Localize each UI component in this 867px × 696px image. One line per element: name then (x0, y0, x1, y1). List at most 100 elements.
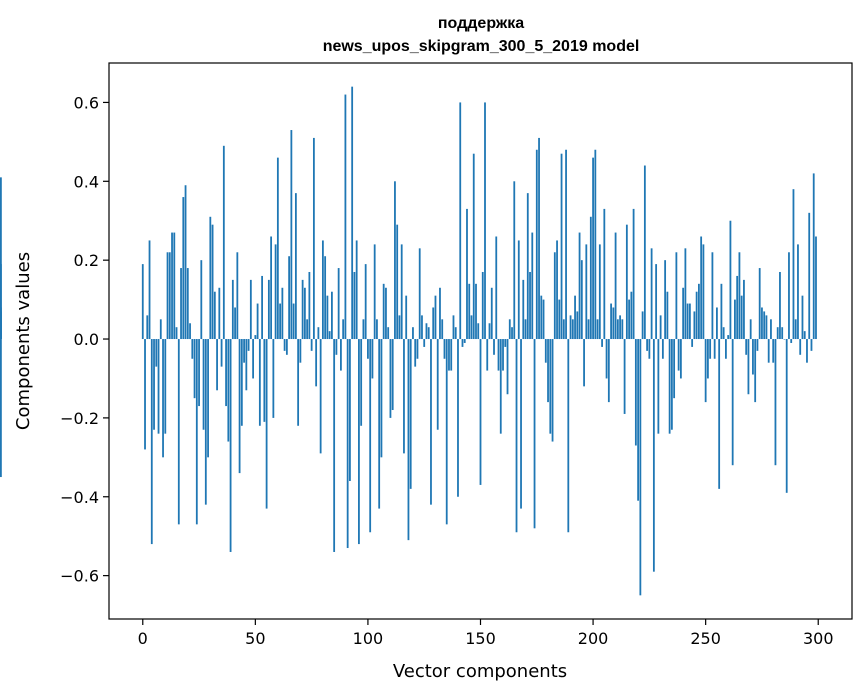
bar-249 (702, 244, 705, 340)
bar-178 (542, 299, 545, 340)
bar-43 (238, 339, 241, 474)
bar-218 (632, 208, 635, 340)
bar-179 (544, 339, 547, 363)
y-tick-label: 0.2 (74, 251, 99, 270)
bar-56 (267, 279, 270, 340)
bar-65 (288, 256, 291, 340)
bar-227 (652, 339, 655, 572)
bar-200 (592, 157, 594, 340)
bar-28 (204, 339, 207, 505)
bar-77 (315, 339, 318, 387)
bar-63 (283, 339, 286, 351)
bar-35 (220, 339, 223, 367)
bar-171 (526, 193, 529, 340)
bar-181 (549, 339, 552, 434)
bar-91 (346, 339, 349, 549)
bar-233 (666, 291, 669, 340)
bar-110 (389, 339, 392, 418)
bar-209 (612, 307, 615, 340)
bar-163 (508, 319, 511, 340)
bar-216 (628, 299, 630, 340)
bar-149 (477, 323, 480, 340)
bar-102 (371, 339, 374, 379)
bar-136 (448, 339, 450, 371)
bar-167 (517, 240, 520, 340)
bar-295 (806, 339, 808, 363)
bar-9 (162, 339, 164, 458)
bar-6 (155, 339, 158, 367)
bar-189 (567, 339, 570, 533)
bar-258 (722, 327, 725, 340)
bar-0 (141, 264, 144, 340)
bar-78 (317, 327, 320, 340)
y-tick-label: 0.0 (74, 330, 99, 349)
bar-232 (664, 260, 667, 340)
bar-175 (535, 149, 538, 340)
bar-49 (252, 339, 254, 379)
bar-177 (540, 295, 543, 340)
bar-208 (610, 303, 612, 340)
bar-85 (333, 339, 336, 552)
bar-299 (815, 236, 817, 340)
bar-234 (668, 339, 671, 434)
y-tick-label: −0.4 (60, 488, 99, 507)
bar-33 (216, 339, 218, 391)
bar-184 (556, 240, 558, 340)
bar-132 (439, 287, 441, 340)
bar-133 (441, 319, 444, 340)
bar-62 (281, 287, 284, 340)
bar-205 (603, 208, 606, 340)
bar-24 (195, 339, 198, 525)
bar-158 (497, 339, 500, 371)
bar-164 (511, 327, 513, 340)
bar-283 (779, 271, 781, 340)
bar-95 (355, 240, 358, 340)
bar-226 (650, 248, 653, 340)
y-tick-label: 0.6 (74, 93, 99, 112)
bar-3 (148, 240, 151, 340)
bar-213 (621, 319, 624, 340)
bar-237 (675, 252, 678, 340)
bar-165 (513, 181, 516, 340)
bar-111 (391, 339, 394, 411)
bar-246 (695, 291, 698, 340)
bar-296 (808, 212, 811, 340)
bar-173 (531, 232, 534, 340)
bar-108 (385, 287, 387, 340)
bar-68 (294, 193, 297, 340)
bar-176 (538, 137, 540, 340)
bar-126 (425, 323, 428, 340)
bar-26 (200, 260, 203, 340)
bar-117 (405, 295, 408, 340)
bar-73 (306, 319, 309, 340)
bar-75 (310, 339, 313, 351)
bar-204 (601, 339, 603, 347)
bar-25 (198, 339, 200, 407)
bar-157 (495, 236, 498, 340)
bar-42 (236, 252, 239, 340)
bar-240 (682, 287, 685, 340)
bar-253 (711, 252, 714, 340)
bar-187 (562, 319, 565, 340)
bar-8 (159, 319, 162, 340)
bar-203 (598, 244, 601, 340)
bar-183 (553, 252, 556, 340)
y-axis-label: Components values (13, 252, 34, 430)
bar-264 (736, 275, 739, 340)
bar-292 (799, 339, 802, 355)
bar-84 (331, 291, 333, 340)
chart-subtitle: news_upos_skipgram_300_5_2019 model (323, 38, 640, 55)
bar-244 (691, 339, 694, 347)
bar-217 (630, 291, 633, 340)
bar-100 (367, 339, 369, 359)
bar-70 (299, 339, 302, 363)
bar-289 (792, 189, 795, 340)
bar-285 (783, 339, 786, 340)
x-tick-label: 300 (803, 629, 834, 648)
bar-143 (463, 339, 466, 343)
bar-112 (394, 181, 396, 340)
bar-263 (734, 299, 736, 340)
bar-247 (698, 283, 700, 340)
bar-193 (576, 311, 579, 340)
